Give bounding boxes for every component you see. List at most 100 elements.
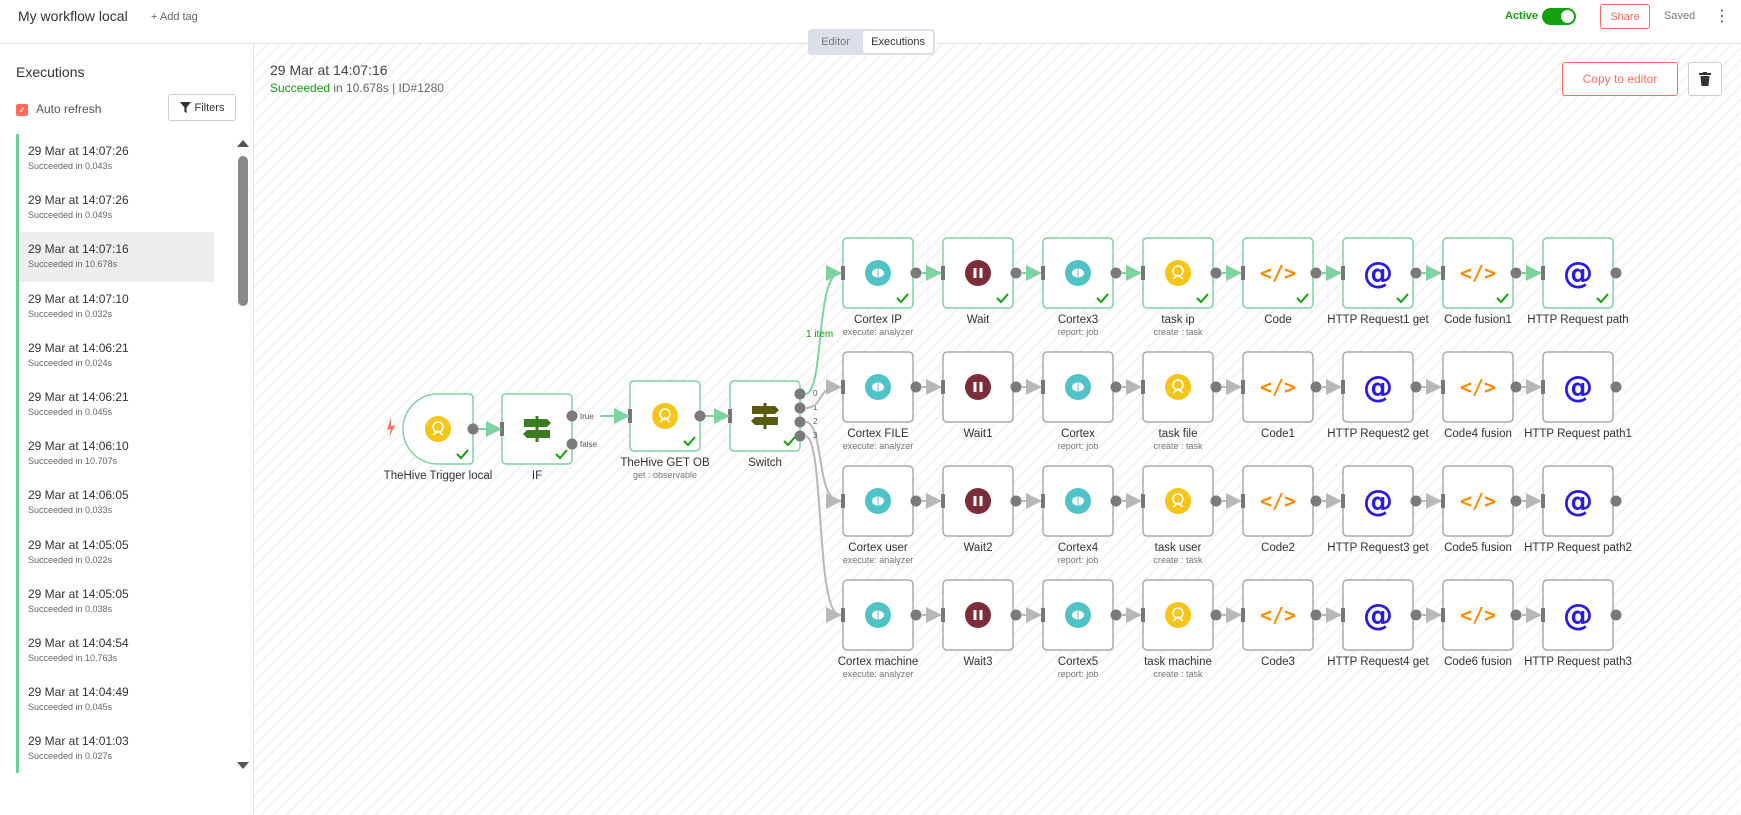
output-handle[interactable] [1610, 267, 1622, 279]
output-handle[interactable] [566, 410, 578, 422]
output-handle[interactable] [1110, 495, 1122, 507]
workflow-node[interactable]: IF [500, 393, 573, 482]
input-handle[interactable] [941, 494, 945, 508]
output-handle[interactable] [910, 381, 922, 393]
output-handle[interactable] [1210, 381, 1222, 393]
output-handle[interactable] [1310, 381, 1322, 393]
input-handle[interactable] [1341, 380, 1345, 394]
output-handle[interactable] [1410, 495, 1422, 507]
input-handle[interactable] [1541, 608, 1545, 622]
execution-list-item[interactable]: 29 Mar at 14:06:21 Succeeded in 0.024s [16, 330, 214, 380]
active-toggle[interactable] [1542, 8, 1576, 25]
output-handle[interactable] [1010, 495, 1022, 507]
input-handle[interactable] [841, 608, 845, 622]
output-handle[interactable] [1010, 267, 1022, 279]
delete-execution-button[interactable] [1688, 62, 1722, 96]
input-handle[interactable] [1141, 494, 1145, 508]
input-handle[interactable] [1141, 380, 1145, 394]
input-handle[interactable] [1341, 266, 1345, 280]
execution-list-item[interactable]: 29 Mar at 14:07:26 Succeeded in 0.049s [16, 183, 214, 233]
output-handle[interactable] [1010, 381, 1022, 393]
workflow-node[interactable]: </> Code6 fusion [1441, 579, 1514, 668]
workflow-node[interactable]: TheHive Trigger local [384, 393, 493, 482]
more-options-icon[interactable]: ⋮ [1714, 8, 1730, 25]
scroll-down-arrow-icon[interactable] [237, 762, 249, 769]
add-tag-button[interactable]: + Add tag [151, 11, 198, 23]
input-handle[interactable] [1541, 494, 1545, 508]
execution-list-item[interactable]: 29 Mar at 14:04:49 Succeeded in 0.045s [16, 675, 214, 725]
output-handle[interactable] [794, 416, 806, 428]
workflow-node[interactable]: @ HTTP Request2 get [1327, 351, 1430, 440]
input-handle[interactable] [941, 380, 945, 394]
execution-list-item[interactable]: 29 Mar at 14:05:05 Succeeded in 0.022s [16, 527, 214, 577]
auto-refresh-checkbox[interactable]: ✓ [16, 104, 28, 116]
input-handle[interactable] [728, 409, 732, 423]
execution-list-item[interactable]: 29 Mar at 14:06:10 Succeeded in 10.707s [16, 429, 214, 479]
scrollbar-thumb[interactable] [238, 156, 248, 306]
input-handle[interactable] [1241, 380, 1245, 394]
output-handle[interactable] [566, 438, 578, 450]
execution-list-item[interactable]: 29 Mar at 14:01:03 Succeeded in 0.027s [16, 724, 214, 774]
output-handle[interactable] [794, 430, 806, 442]
workflow-node[interactable]: @ HTTP Request1 get [1327, 237, 1430, 326]
output-handle[interactable] [467, 423, 479, 435]
output-handle[interactable] [1210, 609, 1222, 621]
input-handle[interactable] [841, 494, 845, 508]
workflow-node[interactable]: </> Code5 fusion [1441, 465, 1514, 554]
workflow-node[interactable]: </> Code3 [1241, 579, 1314, 668]
copy-to-editor-button[interactable]: Copy to editor [1562, 62, 1678, 96]
execution-list-item[interactable]: 29 Mar at 14:07:26 Succeeded in 0.043s [16, 134, 214, 184]
connection-line[interactable] [804, 421, 842, 509]
output-handle[interactable] [1410, 609, 1422, 621]
workflow-node[interactable]: </> Code [1241, 237, 1314, 326]
output-handle[interactable] [1610, 495, 1622, 507]
workflow-node[interactable]: @ HTTP Request path2 [1524, 465, 1632, 554]
output-handle[interactable] [1610, 609, 1622, 621]
output-handle[interactable] [1310, 495, 1322, 507]
input-handle[interactable] [1041, 494, 1045, 508]
workflow-node[interactable]: </> Code2 [1241, 465, 1314, 554]
input-handle[interactable] [1241, 494, 1245, 508]
execution-list-item[interactable]: 29 Mar at 14:07:16 Succeeded in 10.678s [16, 232, 214, 282]
workflow-node[interactable]: @ HTTP Request path1 [1524, 351, 1632, 440]
workflow-node[interactable]: @ HTTP Request4 get [1327, 579, 1430, 668]
output-handle[interactable] [1210, 267, 1222, 279]
workflow-node[interactable]: </> Code1 [1241, 351, 1314, 440]
output-handle[interactable] [794, 388, 806, 400]
input-handle[interactable] [841, 266, 845, 280]
input-handle[interactable] [1341, 494, 1345, 508]
output-handle[interactable] [1310, 267, 1322, 279]
output-handle[interactable] [1110, 609, 1122, 621]
workflow-node[interactable]: Wait [941, 237, 1014, 326]
workflow-node[interactable]: Wait1 [941, 351, 1014, 440]
workflow-node[interactable]: Wait2 [941, 465, 1014, 554]
output-handle[interactable] [1510, 267, 1522, 279]
workflow-canvas[interactable]: 29 Mar at 14:07:16 Succeeded in 10.678s … [254, 44, 1741, 815]
tab-editor[interactable]: Editor [821, 36, 850, 48]
input-handle[interactable] [1141, 266, 1145, 280]
output-handle[interactable] [1410, 381, 1422, 393]
input-handle[interactable] [941, 266, 945, 280]
output-handle[interactable] [1610, 381, 1622, 393]
execution-list-item[interactable]: 29 Mar at 14:06:21 Succeeded in 0.045s [16, 379, 214, 430]
input-handle[interactable] [628, 409, 632, 423]
input-handle[interactable] [1341, 608, 1345, 622]
output-handle[interactable] [1410, 267, 1422, 279]
output-handle[interactable] [1310, 609, 1322, 621]
input-handle[interactable] [1241, 266, 1245, 280]
output-handle[interactable] [1010, 609, 1022, 621]
output-handle[interactable] [1110, 267, 1122, 279]
input-handle[interactable] [1541, 380, 1545, 394]
input-handle[interactable] [1541, 266, 1545, 280]
